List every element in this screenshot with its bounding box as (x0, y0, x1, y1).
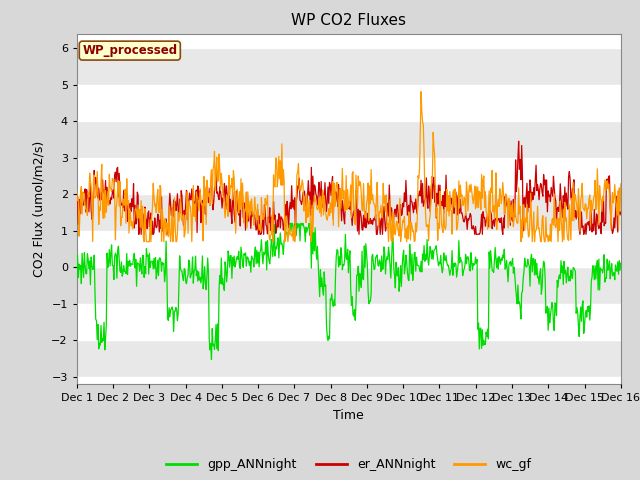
Bar (77, 267, 621, 304)
Bar (77, 340, 621, 377)
Text: WP_processed: WP_processed (82, 44, 177, 57)
Bar (77, 194, 621, 231)
Bar (77, 48, 621, 84)
Bar (77, 121, 621, 158)
X-axis label: Time: Time (333, 408, 364, 421)
Legend: gpp_ANNnight, er_ANNnight, wc_gf: gpp_ANNnight, er_ANNnight, wc_gf (161, 453, 536, 476)
Title: WP CO2 Fluxes: WP CO2 Fluxes (291, 13, 406, 28)
Y-axis label: CO2 Flux (umol/m2/s): CO2 Flux (umol/m2/s) (33, 141, 45, 277)
